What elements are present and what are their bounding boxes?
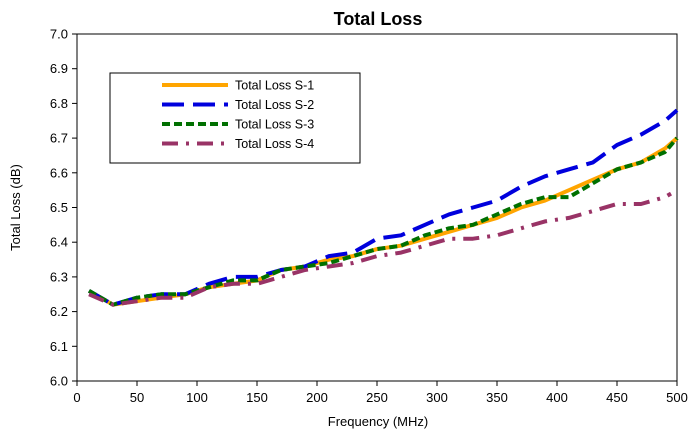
legend-label-3: Total Loss S-3 (235, 118, 314, 132)
x-tick-label: 400 (546, 390, 568, 405)
chart-title: Total Loss (334, 9, 423, 29)
x-tick-label: 50 (130, 390, 144, 405)
y-tick-label: 6.7 (50, 131, 68, 146)
x-tick-label: 0 (73, 390, 80, 405)
y-tick-label: 6.8 (50, 96, 68, 111)
x-tick-label: 200 (306, 390, 328, 405)
legend-label-1: Total Loss S-1 (235, 79, 314, 93)
y-tick-label: 6.1 (50, 339, 68, 354)
x-tick-label: 150 (246, 390, 268, 405)
x-tick-label: 250 (366, 390, 388, 405)
y-tick-label: 6.3 (50, 269, 68, 284)
x-tick-label: 350 (486, 390, 508, 405)
series-line-4 (88, 191, 673, 307)
y-tick-label: 6.5 (50, 200, 68, 215)
x-axis-label: Frequency (MHz) (328, 414, 428, 429)
legend-box (109, 72, 361, 164)
x-tick-label: 450 (606, 390, 628, 405)
y-tick-label: 6.2 (50, 304, 68, 319)
legend-label-2: Total Loss S-2 (235, 98, 314, 112)
legend-label-4: Total Loss S-4 (235, 137, 314, 151)
y-tick-label: 6.6 (50, 165, 68, 180)
x-tick-label: 100 (186, 390, 208, 405)
y-axis-label: Total Loss (dB) (8, 164, 23, 251)
y-tick-label: 6.9 (50, 61, 68, 76)
series-line-3 (87, 136, 679, 307)
y-tick-label: 7.0 (50, 27, 68, 42)
y-tick-label: 6.0 (50, 374, 68, 389)
legend: Total Loss S-1 Total Loss S-2 Total Loss S… (109, 72, 361, 164)
x-tick-label: 300 (426, 390, 448, 405)
series-line-2 (87, 108, 679, 307)
plot-area: 6.0 6.1 6.2 6.3 6.4 6.5 6.6 6.7 6.8 6.9 7.0 0 50 100 1… (50, 27, 688, 406)
x-tick-label: 500 (666, 390, 688, 405)
y-tick-label: 6.4 (50, 235, 68, 250)
